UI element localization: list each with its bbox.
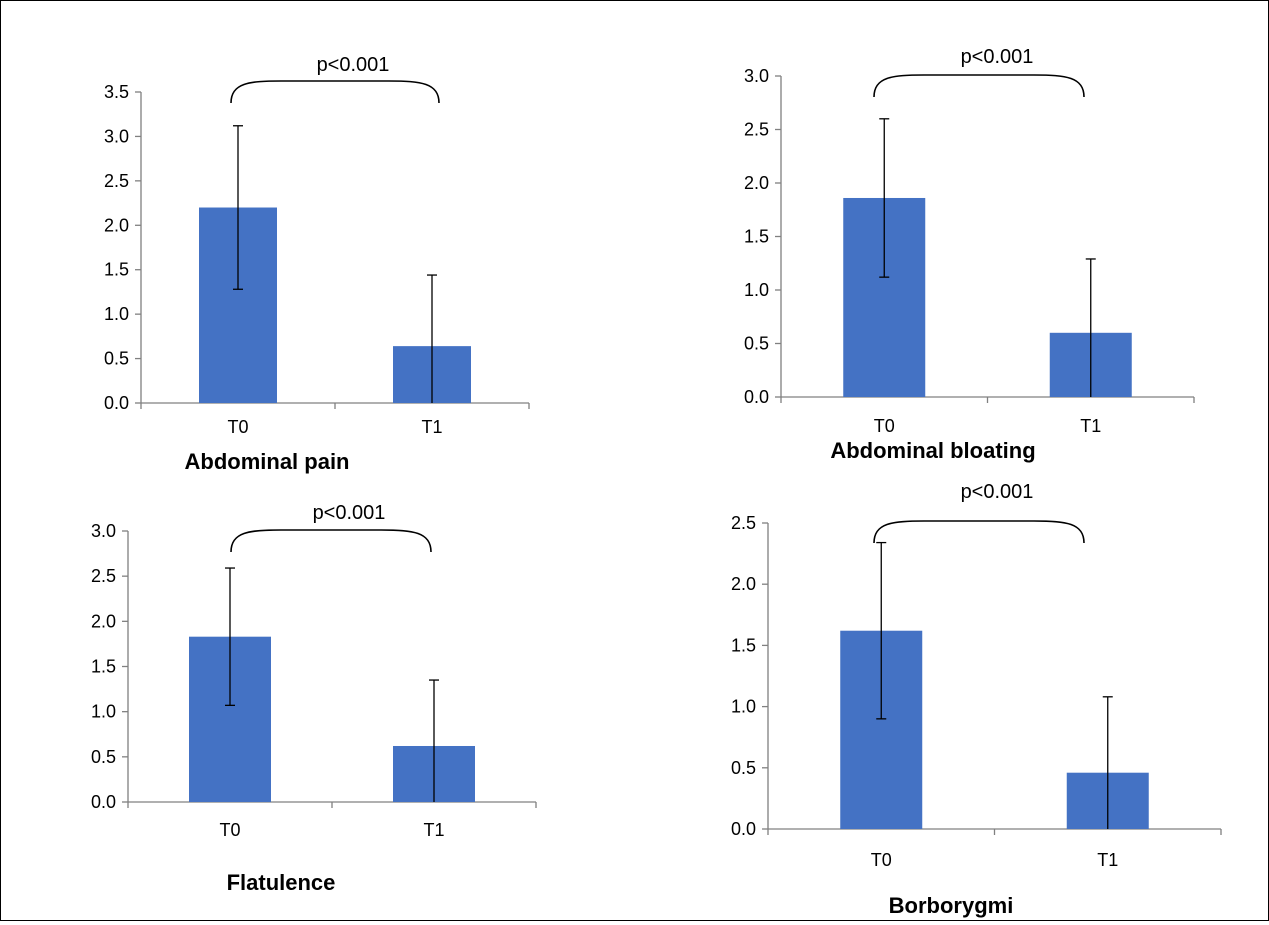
y-tick-label: 3.0 [744,66,769,86]
chart-title: Abdominal pain [185,449,350,474]
y-tick-label: 0.0 [104,393,129,413]
y-tick-label: 2.0 [91,611,116,631]
y-tick-label: 0.5 [91,747,116,767]
significance-label: p<0.001 [317,54,390,76]
significance-label: p<0.001 [961,46,1034,68]
significance-label: p<0.001 [313,502,386,524]
significance-label: p<0.001 [961,481,1034,503]
y-tick-label: 1.5 [731,635,756,655]
chart-title: Abdominal bloating [830,438,1035,463]
x-category-label: T0 [874,416,895,436]
y-tick-label: 2.5 [91,566,116,586]
x-category-label: T1 [1097,850,1118,870]
significance-bracket [873,74,1085,98]
y-tick-label: 0.0 [731,819,756,839]
x-category-label: T1 [1080,416,1101,436]
x-category-label: T0 [871,850,892,870]
y-tick-label: 1.0 [744,280,769,300]
x-category-label: T0 [219,820,240,840]
y-tick-label: 0.5 [731,758,756,778]
y-tick-label: 1.5 [744,227,769,247]
y-tick-label: 1.5 [104,260,129,280]
y-tick-label: 2.0 [104,215,129,235]
y-tick-label: 1.0 [731,697,756,717]
x-category-label: T1 [421,417,442,437]
y-tick-label: 0.0 [744,387,769,407]
chart-title: Borborygmi [889,893,1014,918]
y-tick-label: 2.5 [744,120,769,140]
significance-bracket [873,520,1085,544]
x-category-label: T1 [423,820,444,840]
y-tick-label: 2.5 [731,513,756,533]
y-tick-label: 0.5 [744,334,769,354]
y-tick-label: 2.0 [744,173,769,193]
y-tick-label: 3.0 [91,521,116,541]
y-tick-label: 3.0 [104,126,129,146]
y-tick-label: 1.5 [91,657,116,677]
y-tick-label: 0.0 [91,792,116,812]
y-tick-label: 1.0 [91,702,116,722]
significance-bracket [230,80,440,104]
y-tick-label: 3.5 [104,82,129,102]
x-category-label: T0 [227,417,248,437]
y-tick-label: 2.0 [731,574,756,594]
y-tick-label: 2.5 [104,171,129,191]
significance-bracket [230,529,432,553]
y-tick-label: 0.5 [104,349,129,369]
y-tick-label: 1.0 [104,304,129,324]
chart-title: Flatulence [227,870,336,895]
